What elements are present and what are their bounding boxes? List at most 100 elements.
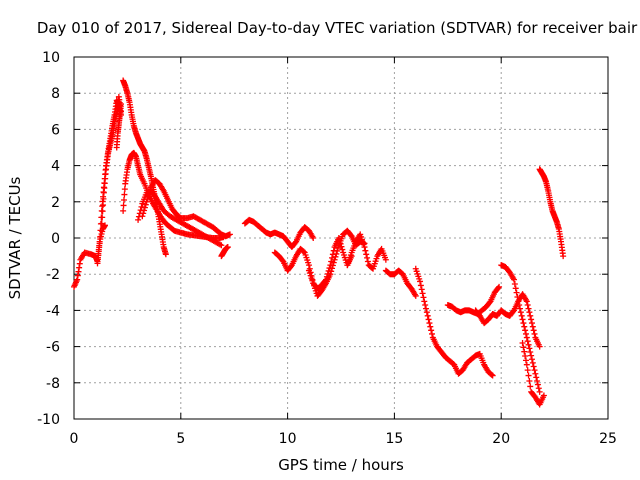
- data-point: [422, 301, 429, 308]
- data-point: [300, 248, 307, 255]
- data-point: [364, 254, 371, 261]
- x-tick-label: 25: [599, 431, 617, 447]
- data-point: [121, 191, 128, 198]
- data-point: [526, 377, 533, 384]
- data-point: [534, 377, 541, 384]
- chart-title: Day 010 of 2017, Sidereal Day-to-day VTE…: [37, 19, 638, 37]
- data-point: [218, 242, 225, 249]
- data-point: [382, 256, 389, 263]
- data-point: [495, 284, 502, 291]
- data-point: [511, 280, 518, 287]
- plot-frame: [73, 56, 609, 420]
- y-tick-labels: -10 -8 -6 -4 -2 0 2 4 6 8 10: [37, 50, 60, 428]
- data-point: [362, 247, 369, 254]
- series-track-r: [498, 262, 543, 395]
- data-point: [135, 213, 142, 220]
- x-tick-label: 10: [279, 431, 297, 447]
- data-point: [523, 361, 530, 368]
- data-point: [417, 282, 424, 289]
- data-point: [521, 323, 528, 330]
- data-point: [531, 330, 538, 337]
- data-point: [417, 278, 424, 285]
- y-tick-label: 4: [51, 159, 60, 175]
- data-point: [511, 276, 518, 283]
- data-point: [489, 372, 496, 379]
- data-point: [120, 207, 127, 214]
- data-point: [412, 292, 419, 299]
- data-point: [517, 309, 524, 316]
- data-point: [135, 216, 142, 223]
- data-point: [519, 316, 526, 323]
- data-point: [524, 338, 531, 345]
- series-track-c: [98, 93, 124, 227]
- data-point: [328, 268, 335, 275]
- series-track-d: [113, 101, 124, 151]
- data-point: [528, 320, 535, 327]
- data-point: [515, 298, 522, 305]
- series-track-s: [519, 339, 547, 408]
- data-point: [523, 334, 530, 341]
- data-point: [117, 101, 124, 108]
- data-point: [364, 258, 371, 265]
- series-track-n: [382, 267, 419, 299]
- data-point: [530, 363, 537, 370]
- data-point: [331, 256, 338, 263]
- data-point: [528, 356, 535, 363]
- data-point: [523, 298, 530, 305]
- y-tick-label: -4: [46, 303, 60, 319]
- data-point: [339, 246, 346, 253]
- data-point: [536, 343, 543, 350]
- series-track-o: [412, 265, 496, 379]
- data-point: [522, 353, 529, 360]
- data-point: [332, 253, 339, 260]
- data-point: [421, 298, 428, 305]
- series-track-m: [344, 231, 389, 272]
- data-point: [120, 202, 127, 209]
- y-tick-label: 6: [51, 122, 60, 138]
- data-point: [525, 372, 532, 379]
- data-point: [524, 301, 531, 308]
- data-point: [98, 220, 105, 227]
- data-point: [536, 388, 543, 395]
- data-point: [513, 289, 520, 296]
- data-point: [100, 195, 107, 202]
- y-tick-label: 8: [51, 86, 60, 102]
- data-point: [529, 359, 536, 366]
- data-point: [329, 265, 336, 272]
- series-track-l: [305, 227, 368, 299]
- data-point: [121, 186, 128, 193]
- data-point: [526, 309, 533, 316]
- x-axis-label: GPS time / hours: [278, 456, 404, 474]
- data-point: [427, 323, 434, 330]
- gridlines: [74, 57, 608, 419]
- data-point: [142, 201, 149, 208]
- y-tick-label: -2: [46, 267, 60, 283]
- y-tick-label: 0: [51, 231, 60, 247]
- data-point: [334, 248, 341, 255]
- y-tick-label: 2: [51, 195, 60, 211]
- data-point: [522, 330, 529, 337]
- x-tick-label: 5: [176, 431, 185, 447]
- data-point: [522, 327, 529, 334]
- data-point: [97, 233, 104, 240]
- data-point: [526, 345, 533, 352]
- data-point: [335, 245, 342, 252]
- data-point: [525, 305, 532, 312]
- data-point: [310, 235, 317, 241]
- data-point: [101, 222, 108, 229]
- data-point: [330, 259, 337, 266]
- data-point: [363, 251, 370, 258]
- data-point: [138, 203, 145, 210]
- data-point: [423, 309, 430, 316]
- data-point: [533, 374, 540, 381]
- data-point: [425, 316, 432, 323]
- data-point: [420, 294, 427, 301]
- data-point: [224, 244, 231, 251]
- data-point: [532, 370, 539, 377]
- x-tick-label: 0: [70, 431, 79, 447]
- data-point: [520, 320, 527, 327]
- data-point: [141, 204, 148, 211]
- data-point: [426, 320, 433, 327]
- series-track-t: [536, 166, 567, 260]
